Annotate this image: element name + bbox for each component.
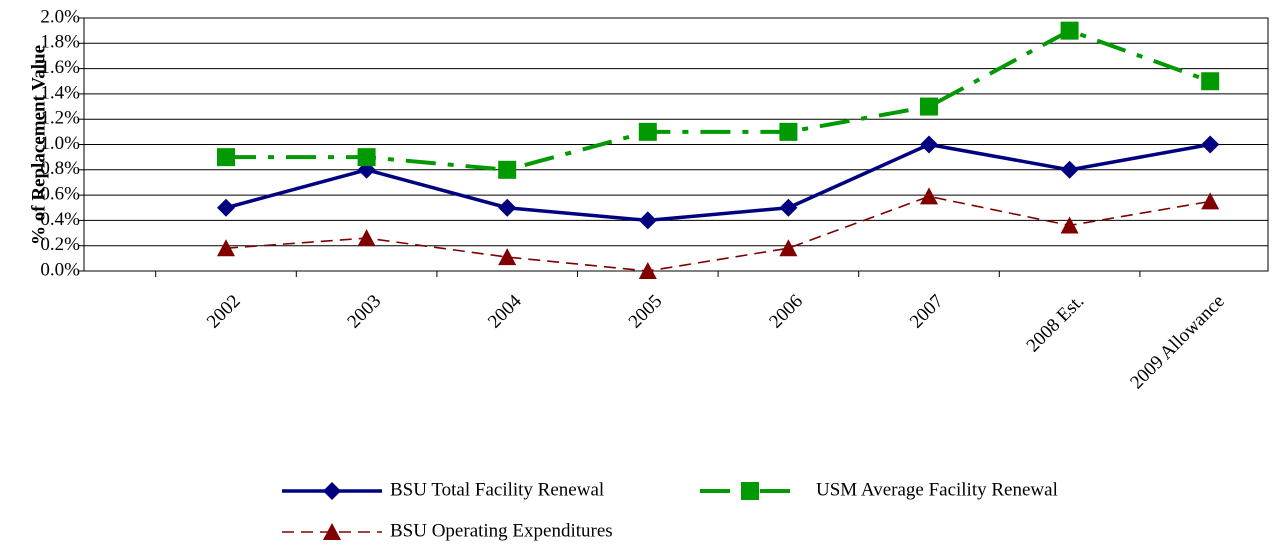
y-tick-label: 0.0% (40, 259, 80, 280)
y-tick-label: 0.4% (40, 209, 80, 230)
marker (779, 198, 798, 217)
x-tick-label: 2008 Est. (1023, 291, 1089, 357)
marker (498, 198, 517, 217)
marker (638, 211, 657, 230)
series-line (225, 195, 1211, 272)
marker (1060, 21, 1079, 40)
y-tick-label: 1.8% (40, 32, 80, 53)
y-axis-label: % of Replacement Value (28, 45, 49, 245)
x-tick-label: 2005 (625, 291, 667, 333)
series-line (226, 28, 1211, 172)
y-tick-label: 1.0% (40, 133, 80, 154)
marker (357, 148, 376, 167)
marker (779, 239, 798, 257)
marker (779, 122, 798, 141)
series-line (225, 142, 1211, 223)
marker (920, 135, 938, 154)
marker (357, 229, 376, 247)
marker (217, 198, 235, 217)
marker (498, 248, 517, 266)
marker (638, 262, 657, 279)
marker (638, 122, 657, 141)
x-tick-label: 2003 (343, 291, 385, 333)
plot-area (83, 17, 1269, 272)
legend-label: USM Average Facility Renewal (816, 479, 1058, 500)
y-tick-label: 2.0% (40, 6, 80, 27)
y-tick-label: 0.2% (40, 234, 80, 255)
y-tick-label: 0.6% (40, 183, 80, 204)
marker (323, 482, 341, 500)
marker (1201, 72, 1220, 91)
marker (498, 160, 517, 179)
y-tick-label: 1.2% (40, 108, 80, 129)
marker (217, 148, 235, 167)
marker (217, 239, 235, 257)
legend-label: BSU Total Facility Renewal (390, 479, 604, 500)
marker (1201, 192, 1220, 210)
legend-label: BSU Operating Expenditures (390, 520, 613, 541)
marker (1060, 160, 1079, 179)
marker (920, 97, 938, 116)
marker (1060, 216, 1079, 234)
y-tick-label: 0.8% (40, 158, 80, 179)
y-tick-label: 1.6% (40, 57, 80, 78)
marker (741, 482, 759, 500)
marker (1201, 135, 1220, 154)
x-tick-label: 2002 (203, 291, 245, 333)
x-tick-label: 2007 (906, 291, 948, 333)
x-tick-label: 2009 Allowance (1126, 291, 1229, 394)
y-tick-label: 1.4% (40, 82, 80, 103)
x-tick-label: 2004 (484, 290, 526, 332)
marker (920, 187, 938, 205)
x-tick-label: 2006 (765, 291, 807, 333)
marker (323, 523, 341, 540)
